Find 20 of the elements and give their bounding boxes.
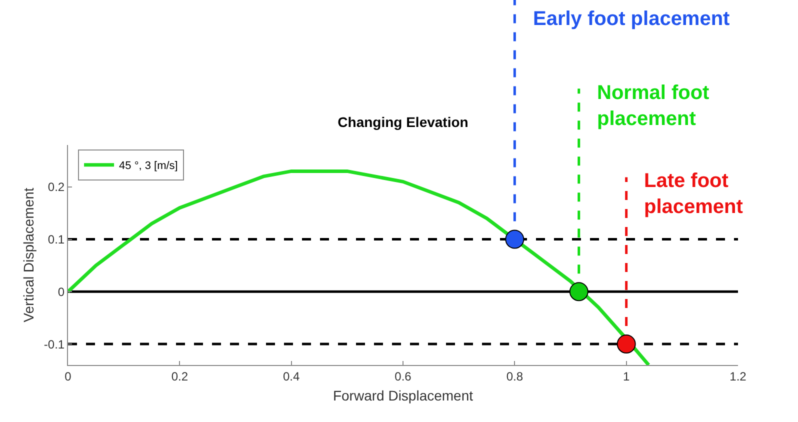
x-tick-label: 0.2 bbox=[171, 369, 188, 384]
legend-label: 45 °, 3 [m/s] bbox=[119, 160, 178, 172]
y-tick-label: 0 bbox=[58, 284, 65, 299]
x-tick-label: 0.4 bbox=[282, 369, 300, 384]
chart-title: Changing Elevation bbox=[338, 114, 468, 130]
y-tick-label: 0.2 bbox=[48, 180, 65, 194]
x-tick-label: 0.6 bbox=[394, 369, 412, 384]
ref-line-label: Early foot placement bbox=[533, 8, 730, 30]
x-axis-title: Forward Displacement bbox=[332, 388, 474, 404]
x-tick-label: 1.2 bbox=[730, 369, 747, 384]
x-tick-label: 1 bbox=[622, 369, 630, 384]
ref-line-label: Late foot placement bbox=[644, 170, 744, 218]
point bbox=[569, 282, 588, 302]
y-tick-label: 0.1 bbox=[48, 232, 65, 246]
point bbox=[616, 334, 636, 354]
y-tick-label: -0.1 bbox=[44, 337, 65, 352]
ref-line-label: Normal foot placement bbox=[597, 82, 710, 130]
point bbox=[505, 230, 524, 249]
y-axis-title: Vertical Displacement bbox=[20, 188, 37, 322]
x-tick-label: 0.8 bbox=[506, 369, 524, 384]
